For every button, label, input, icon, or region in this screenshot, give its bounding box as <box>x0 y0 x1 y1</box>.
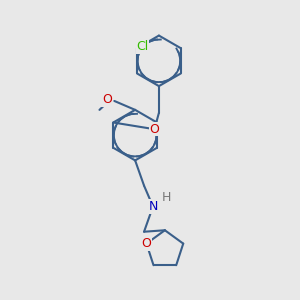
Text: O: O <box>149 123 159 136</box>
Text: N: N <box>148 200 158 213</box>
Text: O: O <box>102 93 112 106</box>
Text: O: O <box>142 237 152 250</box>
Text: Cl: Cl <box>136 40 148 53</box>
Text: H: H <box>162 191 171 204</box>
